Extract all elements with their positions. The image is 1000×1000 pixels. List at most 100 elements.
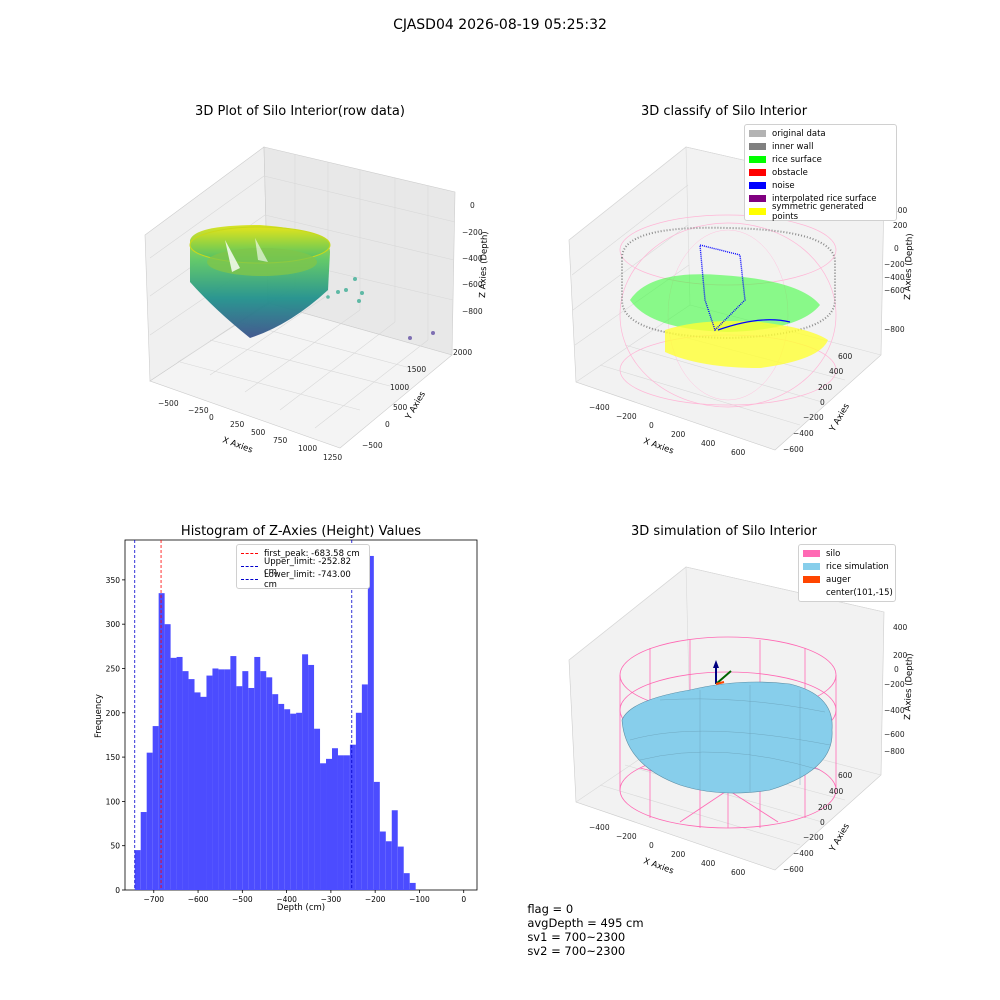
plot4-zlabel: Z Axies (Depth) bbox=[903, 653, 915, 720]
histogram-xlabel: Depth (cm) bbox=[277, 903, 325, 913]
svg-text:−200: −200 bbox=[616, 412, 637, 421]
legend-swatch bbox=[749, 143, 766, 150]
svg-text:−400: −400 bbox=[793, 849, 814, 858]
legend-line bbox=[241, 553, 258, 554]
plot4-title: 3D simulation of Silo Interior bbox=[631, 524, 817, 539]
histogram-bar bbox=[194, 692, 201, 890]
svg-text:−400: −400 bbox=[793, 429, 814, 438]
svg-text:0: 0 bbox=[209, 413, 214, 422]
histogram-bar bbox=[284, 709, 291, 890]
svg-text:1000: 1000 bbox=[390, 383, 409, 392]
sv2-text: sv2 = 700~2300 bbox=[527, 944, 626, 958]
histogram-bar bbox=[320, 763, 327, 890]
svg-text:200: 200 bbox=[818, 383, 833, 392]
svg-text:0: 0 bbox=[820, 398, 825, 407]
legend-item-center: center(101,-15) bbox=[803, 586, 893, 599]
legend-swatch bbox=[749, 156, 766, 163]
histogram-bar bbox=[242, 671, 249, 890]
legend-swatch bbox=[803, 563, 820, 570]
svg-text:−400: −400 bbox=[462, 254, 483, 263]
svg-text:200: 200 bbox=[818, 803, 833, 812]
plot1-xlabel: X Axies bbox=[221, 435, 254, 455]
svg-text:250: 250 bbox=[230, 420, 245, 429]
histogram-bar bbox=[337, 755, 344, 890]
svg-text:200: 200 bbox=[671, 850, 686, 859]
legend-swatch bbox=[749, 182, 766, 189]
svg-text:1000: 1000 bbox=[298, 444, 317, 453]
histogram-bar bbox=[236, 686, 243, 890]
svg-text:−200: −200 bbox=[884, 680, 905, 689]
flag-text: flag = 0 bbox=[527, 902, 574, 916]
y-tick-label: 0 bbox=[115, 886, 120, 895]
histogram-bar bbox=[248, 687, 255, 890]
svg-text:−200: −200 bbox=[803, 833, 824, 842]
svg-text:600: 600 bbox=[731, 448, 746, 457]
histogram-bar bbox=[206, 675, 213, 890]
histogram-yticks: 0 50 100 150 200 250 300 350 bbox=[106, 576, 125, 895]
svg-text:0: 0 bbox=[649, 841, 654, 850]
legend-item-noise: noise bbox=[749, 179, 892, 192]
y-tick-label: 100 bbox=[106, 797, 121, 806]
histogram-bar bbox=[302, 654, 309, 890]
y-tick-label: 150 bbox=[106, 753, 121, 762]
svg-text:0: 0 bbox=[470, 201, 475, 210]
histogram-axes: −700 −600 −500 −400 −300 −200 −100 0 0 50 100 150 2… bbox=[94, 539, 478, 913]
svg-text:600: 600 bbox=[731, 868, 746, 877]
histogram-bar bbox=[266, 677, 273, 890]
svg-text:−200: −200 bbox=[616, 832, 637, 841]
histogram-ylabel: Frequency bbox=[94, 694, 104, 738]
svg-text:400: 400 bbox=[893, 206, 908, 215]
histogram-bar bbox=[326, 758, 332, 890]
histogram-bar bbox=[355, 712, 362, 890]
legend-item-first-peak: first_peak: -683.58 cm bbox=[241, 547, 365, 560]
legend-item-upper-limit: Upper_limit: -252.82 cm bbox=[241, 557, 365, 577]
histogram-bar bbox=[146, 752, 153, 890]
histogram-bar bbox=[409, 882, 416, 890]
histogram-bars bbox=[134, 555, 416, 890]
histogram-bar bbox=[152, 726, 159, 890]
histogram-bar bbox=[397, 846, 404, 890]
legend-swatch bbox=[803, 589, 820, 596]
svg-text:−600: −600 bbox=[783, 865, 804, 874]
svg-text:500: 500 bbox=[393, 403, 408, 412]
plot2-3d-axes: −400 −200 0 200 400 600 −600 −400 −200 0 200 400… bbox=[568, 146, 915, 457]
histogram-bar bbox=[391, 810, 398, 890]
histogram-bar bbox=[403, 873, 410, 890]
histogram-bar bbox=[176, 656, 183, 890]
y-tick-label: 350 bbox=[106, 576, 121, 585]
sv1-text: sv1 = 700~2300 bbox=[527, 930, 626, 944]
plot4-3d-axes: −400 −200 0 200 400 600 −600 −400 −200 0 200 400… bbox=[568, 566, 915, 877]
svg-text:2000: 2000 bbox=[453, 348, 472, 357]
plot4-xlabel: X Axies bbox=[642, 856, 675, 876]
svg-text:−600: −600 bbox=[462, 280, 483, 289]
svg-text:400: 400 bbox=[829, 787, 844, 796]
svg-text:500: 500 bbox=[251, 428, 266, 437]
histogram-bar bbox=[343, 755, 350, 890]
histogram-bar bbox=[272, 694, 279, 890]
x-tick-label: −100 bbox=[409, 895, 430, 904]
svg-text:−800: −800 bbox=[884, 325, 905, 334]
histogram-bar bbox=[218, 669, 225, 890]
legend-item-silo: silo bbox=[803, 547, 891, 560]
svg-text:−400: −400 bbox=[589, 403, 610, 412]
histogram-bar bbox=[188, 679, 195, 890]
plot2-legend: original data inner wall rice surface ob… bbox=[744, 124, 897, 222]
legend-item-interpolated: interpolated rice surface bbox=[749, 192, 892, 205]
histogram-bar bbox=[361, 684, 368, 890]
plot1-zlabel: Z Axies (Depth) bbox=[478, 231, 490, 298]
histogram-bar bbox=[200, 696, 207, 890]
svg-text:−400: −400 bbox=[589, 823, 610, 832]
histogram-bar bbox=[170, 657, 177, 890]
plot2-ylabel: Y Axies bbox=[827, 401, 852, 434]
svg-text:600: 600 bbox=[838, 771, 853, 780]
status-footer: flag = 0 avgDepth = 495 cm sv1 = 700~230… bbox=[520, 888, 658, 958]
svg-text:−800: −800 bbox=[462, 307, 483, 316]
plot2-xlabel: X Axies bbox=[642, 436, 675, 456]
histogram-bar bbox=[290, 713, 297, 890]
legend-item-obstacle: obstacle bbox=[749, 166, 892, 179]
plot4-ylabel: Y Axies bbox=[827, 821, 852, 854]
plot2-title: 3D classify of Silo Interior bbox=[640, 104, 808, 119]
svg-text:400: 400 bbox=[701, 439, 716, 448]
histogram-bar bbox=[308, 664, 315, 890]
